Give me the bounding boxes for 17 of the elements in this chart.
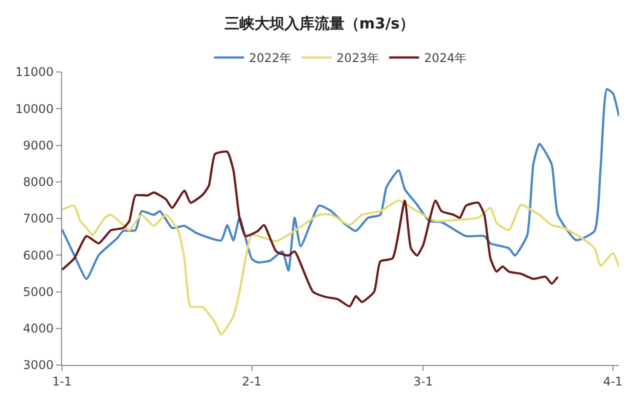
y-tick-label: 4000: [23, 322, 54, 336]
x-tick-label: 3-1: [413, 374, 433, 388]
legend-label: 2024年: [424, 51, 467, 66]
y-tick-label: 9000: [23, 138, 54, 152]
y-tick-label: 6000: [23, 248, 54, 262]
y-tick-label: 8000: [23, 175, 54, 190]
y-tick-label: 7000: [23, 212, 54, 226]
legend-label: 2023年: [336, 51, 380, 66]
y-tick-label: 10000: [15, 102, 54, 116]
legend-label: 2022年: [249, 51, 292, 66]
x-tick-label: 4-1: [603, 374, 623, 388]
x-tick-label: 1-1: [52, 374, 72, 388]
chart-title: 三峡大坝入库流量（m3/s）: [224, 14, 415, 32]
y-tick-label: 11000: [15, 65, 54, 80]
y-tick-label: 3000: [23, 358, 54, 372]
x-tick-label: 2-1: [242, 374, 262, 388]
y-tick-label: 5000: [23, 284, 54, 299]
